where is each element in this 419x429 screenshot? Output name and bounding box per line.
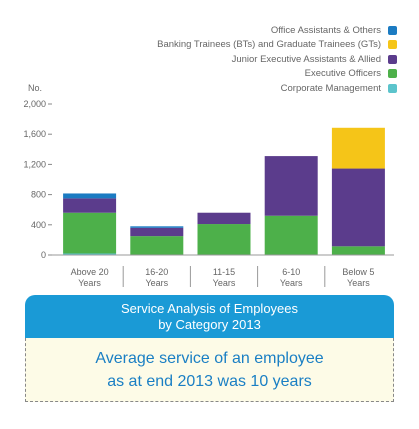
- legend-swatch: [388, 69, 397, 78]
- y-tick-label: 0: [41, 250, 46, 260]
- legend-item: Banking Trainees (BTs) and Graduate Trai…: [157, 39, 397, 51]
- x-tick-label: Years: [145, 278, 168, 288]
- bar-segment: [331, 246, 385, 255]
- legend-item: Junior Executive Assistants & Allied: [232, 53, 397, 65]
- x-axis: Above 20Years16-20Years11-15Years6-10Yea…: [52, 254, 394, 288]
- bar-segment: [63, 212, 117, 254]
- legend-label: Banking Trainees (BTs) and Graduate Trai…: [157, 39, 381, 50]
- legend-swatch: [388, 25, 397, 35]
- legend-label: Corporate Management: [280, 82, 381, 94]
- caption-message-line2: as at end 2013 was 10 years: [107, 372, 312, 390]
- caption-message-line1: Average service of an employee: [95, 349, 324, 367]
- legend-swatch: [388, 40, 397, 49]
- legend-swatch: [388, 83, 397, 93]
- caption-title-line2: by Category 2013: [158, 316, 261, 332]
- bar-segment: [130, 236, 184, 255]
- x-tick-label: Years: [213, 278, 236, 288]
- bar-segment: [63, 198, 117, 213]
- caption-box: Service Analysis of Employees by Categor…: [25, 295, 394, 402]
- bar-segment: [197, 212, 251, 225]
- y-tick-label: 1,600: [23, 129, 46, 139]
- legend-item: Office Assistants & Others: [271, 24, 397, 36]
- caption-header: Service Analysis of Employees by Categor…: [25, 295, 394, 338]
- x-tick-label: Years: [78, 278, 101, 288]
- legend-swatch: [388, 54, 397, 64]
- legend-label: Junior Executive Assistants & Allied: [231, 53, 381, 65]
- x-tick-label: Years: [347, 278, 370, 288]
- bar-segment: [130, 226, 184, 228]
- bar-segment: [264, 156, 318, 216]
- y-tick-label: 2,000: [23, 99, 46, 109]
- y-tick-label: 800: [31, 190, 46, 200]
- bars: [63, 127, 385, 255]
- x-tick-label: Years: [280, 278, 303, 288]
- x-tick-label: Above 20: [71, 267, 109, 277]
- x-tick-label: 11-15: [213, 267, 235, 277]
- bar-segment: [63, 253, 117, 255]
- legend-item: Corporate Management: [281, 82, 397, 94]
- bar-segment: [331, 168, 385, 247]
- y-axis: No. 0 400 800 1,200 1,600 2,000: [23, 83, 52, 260]
- legend-item: Executive Officers: [305, 68, 397, 80]
- bar-segment: [63, 193, 117, 199]
- bar-segment: [130, 227, 184, 237]
- x-tick-label: 16-20: [145, 267, 168, 277]
- bar-segment: [197, 224, 251, 255]
- y-axis-label: No.: [28, 83, 42, 93]
- legend-label: Executive Officers: [304, 68, 381, 79]
- x-tick-label: Below 5: [342, 267, 374, 277]
- y-tick-label: 1,200: [23, 159, 46, 169]
- bar-segment: [264, 215, 318, 255]
- bar-segment: [331, 127, 385, 169]
- caption-title-line1: Service Analysis of Employees: [120, 300, 299, 316]
- legend-label: Office Assistants & Others: [270, 24, 381, 36]
- y-tick-label: 400: [31, 220, 46, 230]
- x-tick-label: 6-10: [282, 267, 300, 277]
- caption-body: Average service of an employee as at end…: [25, 338, 394, 402]
